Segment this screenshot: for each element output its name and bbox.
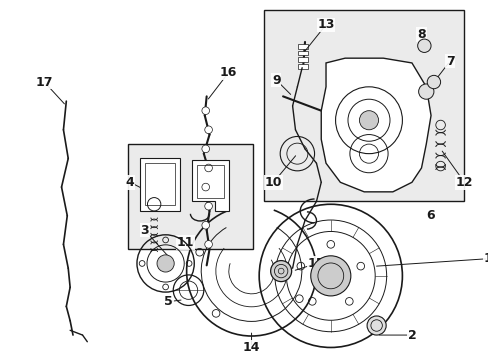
- Circle shape: [366, 316, 386, 335]
- Text: 4: 4: [125, 176, 134, 189]
- Circle shape: [427, 75, 440, 89]
- Text: 13: 13: [317, 18, 334, 31]
- Text: 6: 6: [426, 209, 434, 222]
- Text: 8: 8: [416, 28, 425, 41]
- Bar: [298, 44, 307, 49]
- Circle shape: [202, 183, 209, 191]
- Text: 14: 14: [243, 341, 260, 354]
- Circle shape: [157, 255, 174, 272]
- Text: 15: 15: [307, 257, 325, 270]
- Bar: [298, 50, 307, 55]
- Circle shape: [418, 84, 433, 99]
- Text: 7: 7: [445, 54, 453, 68]
- Circle shape: [202, 145, 209, 153]
- Bar: [128, 144, 252, 249]
- Polygon shape: [192, 160, 228, 211]
- Circle shape: [204, 240, 212, 248]
- Circle shape: [417, 39, 430, 53]
- Text: 2: 2: [407, 329, 415, 342]
- Bar: [140, 158, 180, 211]
- Circle shape: [204, 202, 212, 210]
- Circle shape: [202, 221, 209, 229]
- Text: 3: 3: [140, 224, 149, 237]
- Circle shape: [310, 256, 350, 296]
- Circle shape: [202, 107, 209, 114]
- Text: 5: 5: [164, 295, 172, 308]
- Bar: [264, 10, 464, 201]
- Circle shape: [204, 126, 212, 134]
- Polygon shape: [321, 58, 430, 192]
- Text: 11: 11: [177, 236, 194, 249]
- Circle shape: [359, 111, 378, 130]
- Bar: [144, 163, 175, 205]
- Bar: [298, 64, 307, 69]
- Bar: [197, 165, 224, 198]
- Text: 10: 10: [264, 176, 282, 189]
- Text: 1: 1: [483, 252, 488, 265]
- Circle shape: [270, 261, 291, 282]
- Bar: [298, 57, 307, 62]
- Text: 16: 16: [220, 66, 237, 79]
- Circle shape: [204, 164, 212, 172]
- Text: 9: 9: [271, 74, 280, 87]
- Text: 12: 12: [455, 176, 472, 189]
- Text: 17: 17: [36, 76, 53, 89]
